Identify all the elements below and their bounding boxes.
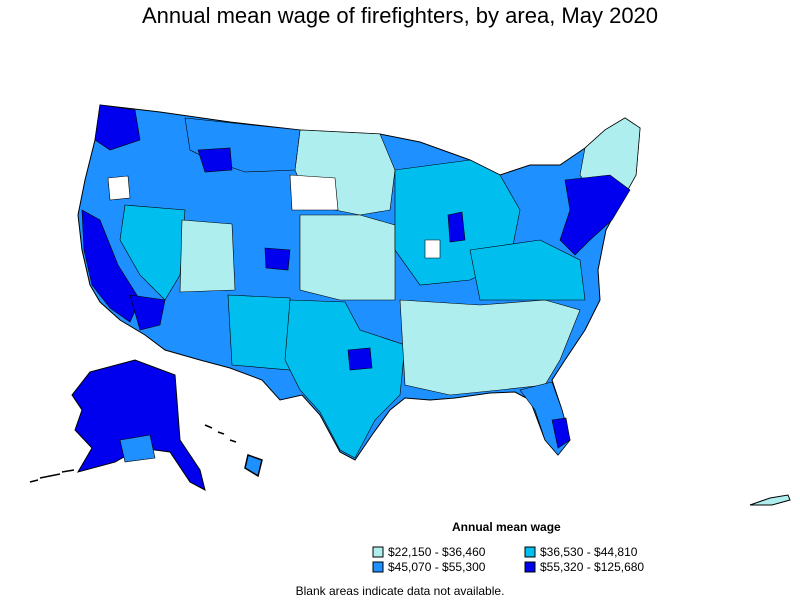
highwage-washington-coast <box>94 104 141 151</box>
highwage-idaho-area <box>197 147 233 173</box>
hawaii-islands <box>204 424 263 478</box>
highwage-chicago <box>447 211 466 243</box>
map-title: Annual mean wage of firefighters, by are… <box>141 3 659 28</box>
legend-label-1: $22,150 - $36,460 <box>388 545 486 559</box>
alaska-aleutians <box>29 469 75 483</box>
alaska-southwest-area <box>119 434 156 463</box>
region-south <box>399 299 581 396</box>
legend-swatch-1 <box>372 546 384 558</box>
legend-label-2: $36,530 - $44,810 <box>540 545 638 559</box>
legend-label-3: $45,070 - $55,300 <box>388 560 486 574</box>
region-utah <box>179 219 236 293</box>
highwage-northeast-corridor <box>559 174 631 256</box>
region-appalachia <box>469 239 586 301</box>
highwage-southern-california <box>129 294 166 331</box>
legend-swatch-2 <box>524 546 536 558</box>
legend-swatch-3 <box>372 561 384 573</box>
region-new-mexico <box>227 294 291 371</box>
nodata-oregon-area <box>107 175 131 201</box>
region-great-plains <box>299 214 396 301</box>
nodata-wyoming-area <box>289 174 339 211</box>
no-data-note: Blank areas indicate data not available. <box>295 584 505 598</box>
highwage-dallas <box>347 347 373 371</box>
puerto-rico-islands <box>749 494 791 506</box>
alaska-shape <box>71 359 206 491</box>
legend-title: Annual mean wage <box>452 520 561 534</box>
nodata-illinois-area <box>424 239 441 259</box>
legend-label-4: $55,320 - $125,680 <box>540 560 645 574</box>
highwage-south-florida <box>551 417 571 449</box>
highwage-california-coast <box>81 209 141 323</box>
highwage-colorado <box>264 247 291 271</box>
region-texas <box>284 299 406 459</box>
legend-swatch-4 <box>524 561 536 573</box>
